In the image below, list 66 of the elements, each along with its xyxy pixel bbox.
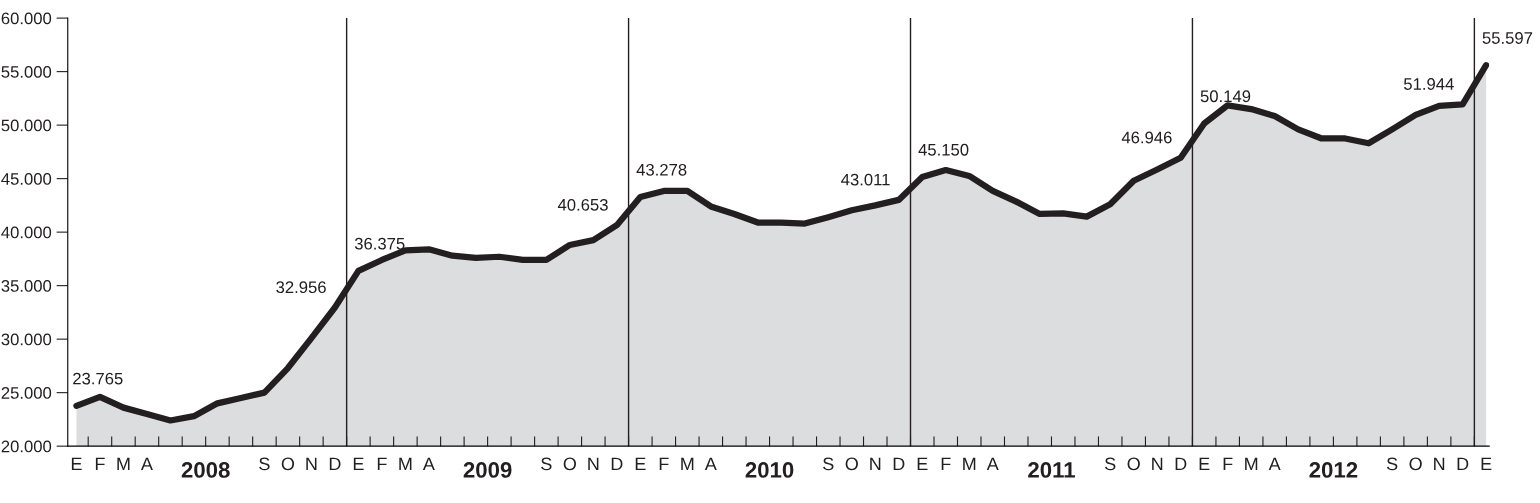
x-tick-label: F: [377, 457, 387, 471]
x-tick-label: M: [681, 457, 694, 471]
x-tick-label: S: [823, 457, 834, 471]
data-label: 36.375: [354, 237, 405, 250]
y-tick-label: 45.000: [1, 173, 52, 185]
data-label: 23.765: [73, 372, 123, 385]
data-label: 40.653: [557, 198, 608, 211]
y-tick-label: 20.000: [1, 440, 52, 453]
x-tick-label: O: [1127, 457, 1140, 471]
y-tick-label: 25.000: [1, 387, 52, 399]
x-tick-label: D: [1175, 457, 1187, 471]
x-tick-label: E: [353, 457, 364, 471]
x-tick-label: M: [1245, 457, 1258, 471]
x-tick-label: N: [870, 457, 881, 471]
y-tick-label: 50.000: [1, 119, 52, 132]
x-tick-label: O: [845, 457, 858, 471]
text: 2012: [1309, 462, 1358, 478]
text: 2008: [181, 462, 230, 478]
x-tick-label: F: [95, 457, 105, 471]
x-tick-label: A: [1268, 457, 1281, 471]
x-tick-label: E: [917, 457, 928, 471]
x-tick-label: O: [563, 457, 576, 471]
x-tick-label: F: [659, 457, 669, 471]
x-tick-label: A: [704, 457, 717, 471]
x-tick-label: D: [893, 457, 905, 471]
x-tick-label: D: [611, 457, 623, 471]
x-tick-label: A: [140, 457, 153, 471]
x-tick-label: N: [1152, 457, 1163, 471]
x-tick-label: F: [941, 457, 951, 471]
x-tick-label: M: [399, 457, 412, 471]
x-tick-label: N: [1434, 457, 1445, 471]
x-tick-label: F: [1223, 457, 1233, 471]
data-label: 55.597: [1482, 32, 1533, 44]
text: 2010: [745, 462, 794, 478]
y-tick-label: 40.000: [1, 226, 52, 239]
x-tick-label: S: [259, 457, 270, 471]
text: 2009: [463, 462, 512, 478]
x-tick-label: S: [1105, 457, 1116, 471]
y-tick-label: 60.000: [1, 12, 52, 25]
x-tick-label: M: [963, 457, 976, 471]
x-tick-label: E: [1199, 457, 1210, 471]
x-tick-label: A: [422, 457, 435, 471]
x-tick-label: M: [117, 457, 130, 471]
x-tick-label: O: [1409, 457, 1422, 471]
x-tick-label: S: [1386, 457, 1398, 471]
data-label: 43.011: [841, 173, 890, 186]
y-tick-label: 35.000: [1, 280, 52, 292]
data-label: 46.946: [1121, 131, 1172, 144]
x-tick-label: N: [588, 457, 599, 471]
x-tick-label: E: [1481, 457, 1492, 471]
y-tick-label: 55.000: [1, 66, 52, 78]
x-tick-label: E: [635, 457, 646, 471]
x-tick-label: A: [986, 457, 999, 471]
x-tick-label: O: [281, 457, 295, 471]
data-label: 43.278: [636, 163, 687, 176]
x-tick-label: S: [541, 457, 552, 471]
data-label: 51.944: [1403, 78, 1454, 90]
x-tick-label: N: [306, 457, 317, 471]
data-label: 50.149: [1200, 90, 1251, 103]
text: 2011: [1028, 462, 1075, 478]
y-tick-label: 30.000: [1, 333, 52, 346]
x-tick-label: D: [1457, 457, 1469, 471]
x-tick-label: D: [329, 457, 341, 471]
data-label: 45.150: [918, 143, 969, 156]
x-tick-label: E: [71, 457, 82, 471]
data-label: 32.956: [276, 281, 326, 294]
